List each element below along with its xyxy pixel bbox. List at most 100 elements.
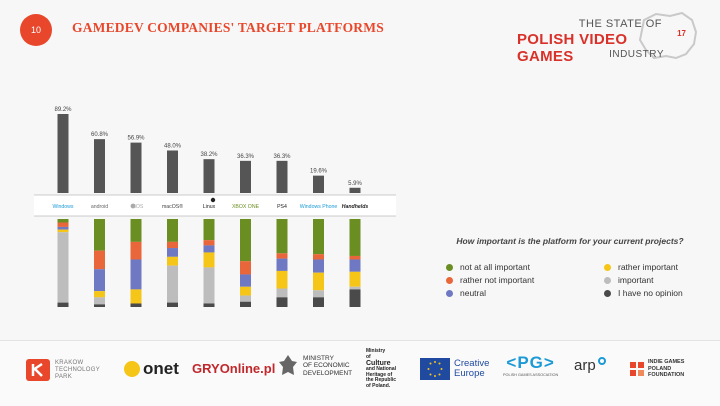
stack-seg-2-1 [130,241,142,260]
stack-seg-4-5 [203,303,215,307]
legend-dot-icon [604,276,611,284]
arp-text: arp [574,357,596,374]
legend-label: rather important [618,262,678,272]
igpf-line-3: FOUNDATION [648,372,685,378]
ministry-economic-logo: MINISTRY OF ECONOMIC DEVELOPMENT [278,353,352,379]
bar-value-label-0: 89.2% [54,107,72,113]
stack-seg-7-4 [313,290,324,298]
stack-seg-3-4 [167,265,178,303]
igpf-squares-icon [630,361,644,376]
culture-line-6: the Republic [366,377,397,384]
stack-seg-4-1 [203,240,215,246]
ministry-culture-logo: Ministry of Culture and National Heritag… [366,348,397,390]
legend-item: important [604,275,653,285]
stack-seg-2-2 [130,259,142,290]
bar-8 [349,187,361,193]
stack-seg-7-5 [313,297,324,307]
culture-line-4: and National [366,366,397,373]
poland-map-icon [638,11,698,60]
tux-icon [210,197,216,203]
culture-line-5: Heritage of [366,371,393,378]
page-title: GAMEDEV COMPANIES' TARGET PLATFORMS [72,20,384,35]
footer-sponsors: KRAKOW TECHNOLOGY PARK onet GRYOnline.pl… [0,340,720,406]
stack-seg-2-3 [130,289,142,304]
bar-3 [167,150,178,193]
stack-seg-1-2 [94,269,105,292]
stack-seg-6-3 [276,270,288,289]
brand-line-2: POLISH VIDEO GAMES [517,31,628,65]
stack-seg-5-2 [240,274,251,287]
polish-eagle-icon [279,355,297,375]
stack-seg-1-0 [94,219,105,251]
bar-0 [57,114,69,193]
legend-dot-icon [446,263,453,271]
ministry-econ-line-2: OF ECONOMIC [303,362,350,370]
stack-seg-5-1 [240,261,251,275]
pg-subtitle: POLISH GAMES ASSOCIATION [503,373,559,377]
stack-seg-8-5 [349,289,361,307]
onet-logo: onet [124,359,179,379]
gryonline-logo: GRYOnline.pl [192,361,275,376]
stack-seg-3-2 [167,248,178,257]
stack-seg-8-1 [349,255,361,260]
page-number: 10 [30,25,41,35]
stack-seg-7-1 [313,254,324,260]
brand-line-3: INDUSTRY [609,49,664,60]
stack-seg-8-4 [349,286,361,290]
stack-seg-8-2 [349,259,361,272]
stack-seg-8-3 [349,271,361,287]
stack-seg-5-3 [240,286,251,296]
legend-question: How important is the platform for your c… [456,236,684,246]
legend-dot-icon [604,263,611,271]
bar-value-label-5: 36.3% [237,154,255,160]
igpf-line-2: POLAND [648,365,672,372]
platform-label-8: Handhelds [342,204,369,210]
pg-bracket-left-icon: < [506,353,518,372]
stack-seg-4-2 [203,245,215,253]
krakow-line-3: PARK [55,373,73,380]
krakow-technology-park-logo: KRAKOW TECHNOLOGY PARK [26,359,100,381]
platform-chart: 89.2% Windows 60.8% android 56.9% iOS 48.0% mac… [34,107,396,307]
stack-seg-2-5 [130,303,142,307]
stack-seg-3-5 [167,302,178,307]
krakow-k-icon [26,359,50,381]
stack-seg-1-3 [94,291,105,298]
bar-value-label-8: 5.9% [348,181,362,187]
creative-europe-logo: Creative Europe [420,358,489,380]
bar-value-label-7: 19.6% [310,169,328,175]
arp-logo: arp [574,356,606,374]
page-number-badge: 10 [20,14,52,46]
stack-seg-4-3 [203,252,215,268]
legend-label: not at all important [460,262,530,272]
ministry-econ-line-3: DEVELOPMENT [303,369,353,377]
stack-seg-0-1 [57,222,69,227]
stack-seg-0-0 [57,219,69,223]
stack-seg-6-5 [276,297,288,307]
stack-seg-4-0 [203,219,215,241]
gryonline-text: GRYOnline.pl [192,361,276,376]
bar-5 [240,160,251,193]
culture-line-1: Ministry [366,348,386,354]
apple-logo-icon [130,203,136,209]
bar-2 [130,142,142,193]
ministry-econ-line-1: MINISTRY [303,354,334,362]
bar-1 [94,139,105,193]
legend-item: neutral [446,288,486,298]
stack-seg-3-1 [167,241,178,249]
platform-label-5: XBOX ONE [232,204,260,210]
platform-strip [34,195,396,216]
polish-games-association-logo: <PG> POLISH GAMES ASSOCIATION [503,353,558,377]
stack-seg-0-4 [57,232,69,303]
creative-line-1: Creative [454,358,490,369]
eu-flag-icon [420,358,450,380]
stack-seg-3-3 [167,256,178,266]
krakow-line-1: KRAKOW [55,359,84,366]
stack-seg-6-0 [276,219,288,254]
bar-4 [203,159,215,193]
bar-6 [276,160,288,193]
bar-value-label-1: 60.8% [91,132,109,138]
pg-text: PG [517,353,544,372]
stack-seg-0-2 [57,226,69,230]
stack-seg-8-0 [349,219,361,256]
stack-seg-0-3 [57,229,69,233]
